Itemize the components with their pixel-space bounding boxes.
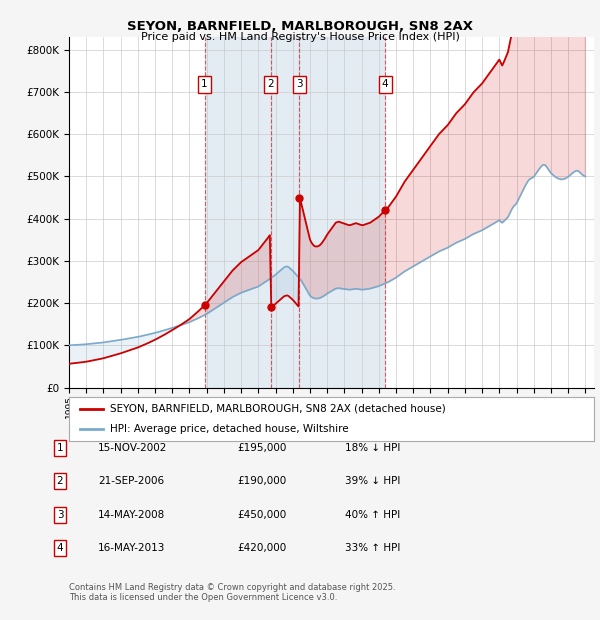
Text: 1: 1 xyxy=(201,79,208,89)
Text: 16-MAY-2013: 16-MAY-2013 xyxy=(98,543,165,553)
Text: 39% ↓ HPI: 39% ↓ HPI xyxy=(345,476,400,486)
Text: £190,000: £190,000 xyxy=(237,476,286,486)
Text: 4: 4 xyxy=(382,79,389,89)
Bar xyxy=(205,37,271,387)
Text: 15-NOV-2002: 15-NOV-2002 xyxy=(98,443,167,453)
Text: 18% ↓ HPI: 18% ↓ HPI xyxy=(345,443,400,453)
Text: 14-MAY-2008: 14-MAY-2008 xyxy=(98,510,165,520)
Text: £450,000: £450,000 xyxy=(237,510,286,520)
Text: 2: 2 xyxy=(268,79,274,89)
Text: 3: 3 xyxy=(296,79,302,89)
Bar xyxy=(299,37,385,387)
Bar xyxy=(271,37,299,387)
Text: 40% ↑ HPI: 40% ↑ HPI xyxy=(345,510,400,520)
Text: Contains HM Land Registry data © Crown copyright and database right 2025.
This d: Contains HM Land Registry data © Crown c… xyxy=(69,583,395,602)
Text: SEYON, BARNFIELD, MARLBOROUGH, SN8 2AX (detached house): SEYON, BARNFIELD, MARLBOROUGH, SN8 2AX (… xyxy=(110,404,446,414)
Text: 1: 1 xyxy=(56,443,64,453)
Text: 2: 2 xyxy=(56,476,64,486)
Text: 21-SEP-2006: 21-SEP-2006 xyxy=(98,476,164,486)
Text: £195,000: £195,000 xyxy=(237,443,286,453)
Text: HPI: Average price, detached house, Wiltshire: HPI: Average price, detached house, Wilt… xyxy=(110,424,349,435)
Text: 3: 3 xyxy=(56,510,64,520)
Text: Price paid vs. HM Land Registry's House Price Index (HPI): Price paid vs. HM Land Registry's House … xyxy=(140,32,460,42)
Text: 4: 4 xyxy=(56,543,64,553)
Text: SEYON, BARNFIELD, MARLBOROUGH, SN8 2AX: SEYON, BARNFIELD, MARLBOROUGH, SN8 2AX xyxy=(127,20,473,33)
Text: £420,000: £420,000 xyxy=(237,543,286,553)
Text: 33% ↑ HPI: 33% ↑ HPI xyxy=(345,543,400,553)
